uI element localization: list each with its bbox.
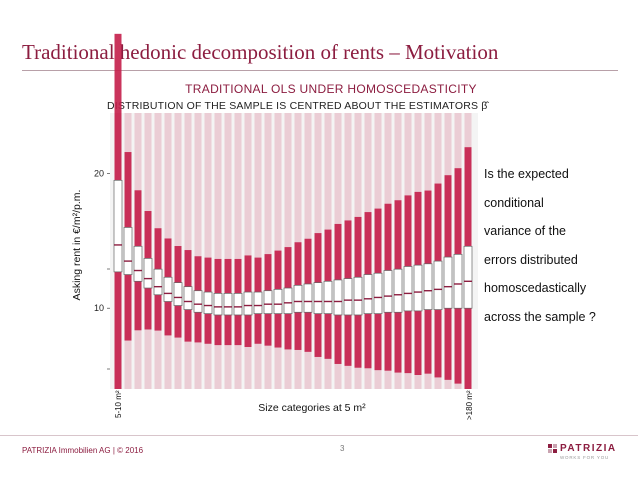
chart-title: TRADITIONAL OLS UNDER HOMOSCEDASTICITY: [185, 82, 477, 96]
box-iqr: [223, 293, 233, 316]
box-iqr: [323, 280, 333, 314]
box-iqr: [373, 272, 383, 314]
logo-mark-icon: [548, 444, 557, 453]
box-iqr: [343, 278, 353, 316]
point-strip-faint: [194, 113, 202, 389]
point-strip-faint: [204, 113, 212, 389]
callout-line: homoscedastically: [484, 281, 587, 296]
box-iqr: [453, 254, 463, 309]
page-number: 3: [340, 444, 345, 453]
box-iqr: [463, 245, 473, 309]
box-iqr: [443, 256, 453, 309]
x-tick-label-last: >180 m²: [465, 390, 474, 420]
box-iqr: [403, 266, 413, 312]
slide-title: Traditional hedonic decomposition of ren…: [22, 40, 499, 64]
y-tick-label: 20: [94, 169, 104, 179]
point-strip-faint: [264, 113, 272, 389]
box-iqr: [293, 284, 303, 313]
box-iqr: [433, 260, 443, 310]
point-strip-faint: [214, 113, 222, 389]
box-iqr: [383, 270, 393, 313]
box-iqr: [193, 290, 203, 313]
box-iqr: [133, 245, 143, 282]
box-iqr: [363, 274, 373, 314]
box-iqr: [413, 264, 423, 312]
box-iqr: [353, 276, 363, 316]
point-strip-faint: [254, 113, 262, 389]
logo-name: PATRIZIA: [560, 443, 617, 454]
point-strip-faint: [224, 113, 232, 389]
box-iqr: [173, 282, 183, 306]
box-iqr: [423, 263, 433, 310]
box-iqr: [233, 293, 243, 316]
box-iqr: [273, 289, 283, 314]
box-iqr: [143, 258, 153, 289]
box-iqr: [163, 276, 173, 302]
point-strip-faint: [234, 113, 242, 389]
box-iqr: [313, 282, 323, 314]
box-iqr: [253, 291, 263, 314]
y-tick-label: 10: [94, 303, 104, 313]
footer-divider: [0, 435, 638, 436]
box-layer: [113, 179, 473, 316]
box-iqr: [153, 268, 163, 296]
callout-line: conditional: [484, 195, 544, 210]
box-iqr: [213, 293, 223, 316]
box-iqr: [183, 286, 193, 310]
box-iqr: [243, 291, 253, 316]
x-axis-label: Size categories at 5 m²: [258, 402, 366, 414]
box-iqr: [263, 290, 273, 314]
company-logo: PATRIZIA WORKS FOR YOU: [548, 443, 626, 465]
box-iqr: [393, 268, 403, 313]
logo-tagline: WORKS FOR YOU: [560, 455, 610, 460]
callout-question: Is the expected conditional variance of …: [484, 160, 629, 332]
callout-line: across the sample ?: [484, 309, 596, 324]
box-iqr: [113, 179, 123, 273]
footer-company: PATRIZIA Immobilien AG | © 2016: [22, 446, 144, 455]
x-tick-label-first: 5-10 m²: [114, 390, 123, 418]
callout-line: errors distributed: [484, 252, 578, 267]
chart-subtitle: DISTRIBUTION OF THE SAMPLE IS CENTRED AB…: [107, 100, 488, 112]
point-strip-faint: [244, 113, 252, 389]
box-iqr: [123, 227, 133, 275]
y-axis-label: Asking rent in €/m²/p.m.: [71, 190, 83, 301]
callout-line: Is the expected: [484, 167, 569, 181]
callout-line: variance of the: [484, 224, 566, 239]
title-divider: [22, 70, 618, 71]
box-iqr: [283, 287, 293, 314]
box-iqr: [303, 283, 313, 313]
box-iqr: [203, 291, 213, 314]
box-iqr: [333, 279, 343, 316]
